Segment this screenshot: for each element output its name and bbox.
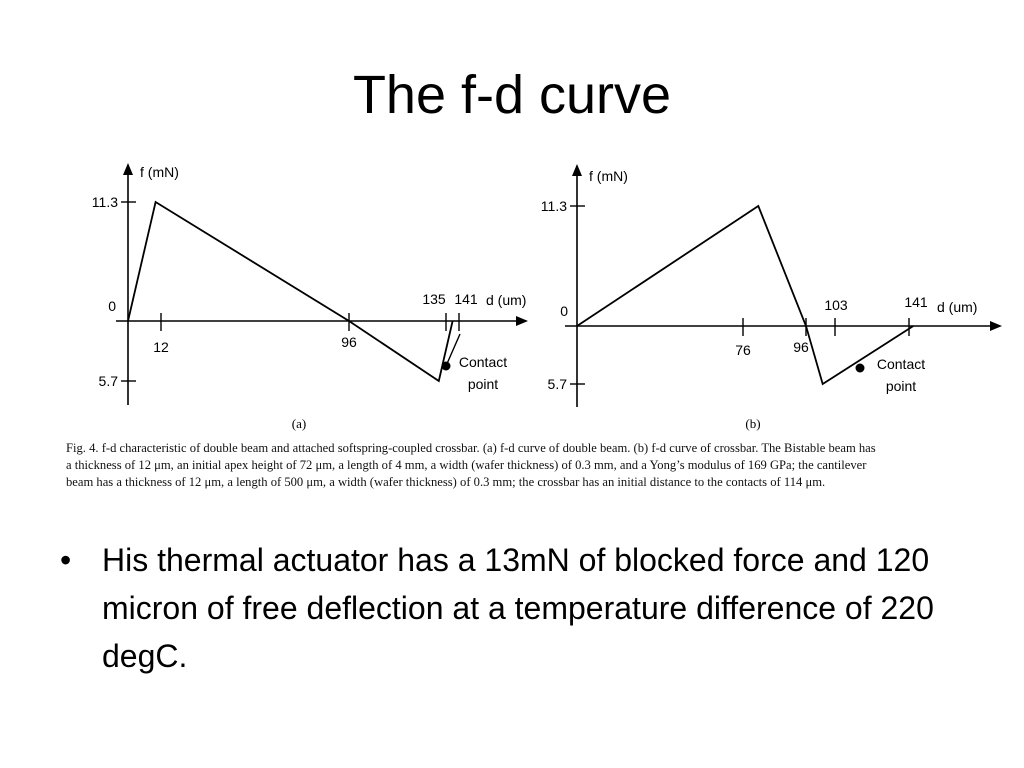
x-tick-label: 141 — [454, 291, 478, 307]
x-tick-label: 96 — [341, 334, 357, 350]
y-tick-label: 5.7 — [548, 376, 568, 392]
annotation-label: point — [468, 376, 498, 392]
y-tick-label: 11.3 — [541, 198, 567, 214]
x-tick-label: 96 — [793, 339, 809, 355]
annotation-label: Contact — [877, 356, 925, 372]
x-axis-label: d (um) — [937, 299, 977, 315]
panel-label: (a) — [292, 416, 306, 431]
caption-line: Fig. 4. f-d characteristic of double bea… — [66, 441, 876, 455]
contact-point-leader — [445, 333, 461, 367]
y-tick-label: 5.7 — [99, 373, 119, 389]
bullet-text: His thermal actuator has a 13mN of block… — [102, 542, 934, 674]
bullet-list: • His thermal actuator has a 13mN of blo… — [60, 536, 960, 680]
caption-line: beam has a thickness of 12 μm, a length … — [66, 475, 826, 489]
series-line — [576, 204, 914, 386]
slide-title: The f-d curve — [352, 65, 672, 125]
x-tick-label: 76 — [735, 342, 751, 358]
y-axis-label: f (mN) — [589, 168, 628, 184]
caption-line: a thickness of 12 μm, an initial apex he… — [66, 458, 867, 472]
y-tick-label: 0 — [560, 303, 568, 319]
series-line — [127, 200, 454, 383]
x-tick-label: 135 — [422, 291, 446, 307]
chart-panel-b: f (mN) d (um) 11.3 0 5.7 76 96 103 141 C… — [541, 164, 1002, 431]
x-axis-label: d (um) — [486, 292, 526, 308]
panel-label: (b) — [745, 416, 760, 431]
y-tick-label: 11.3 — [92, 194, 118, 210]
x-tick-label: 12 — [153, 339, 169, 355]
chart-panel-a: f (mN) d (um) 11.3 0 5.7 12 96 135 141 C… — [92, 163, 528, 431]
figure-caption: Fig. 4. f-d characteristic of double bea… — [66, 440, 1016, 491]
annotation-label: point — [886, 378, 916, 394]
bullet-dot-icon: • — [60, 542, 72, 578]
y-tick-label: 0 — [108, 298, 116, 314]
x-tick-label: 103 — [824, 297, 848, 313]
x-tick-label: 141 — [904, 294, 928, 310]
contact-point-marker — [855, 363, 865, 373]
annotation-label: Contact — [459, 354, 507, 370]
bullet-item: • His thermal actuator has a 13mN of blo… — [60, 536, 960, 680]
y-axis-label: f (mN) — [140, 164, 179, 180]
